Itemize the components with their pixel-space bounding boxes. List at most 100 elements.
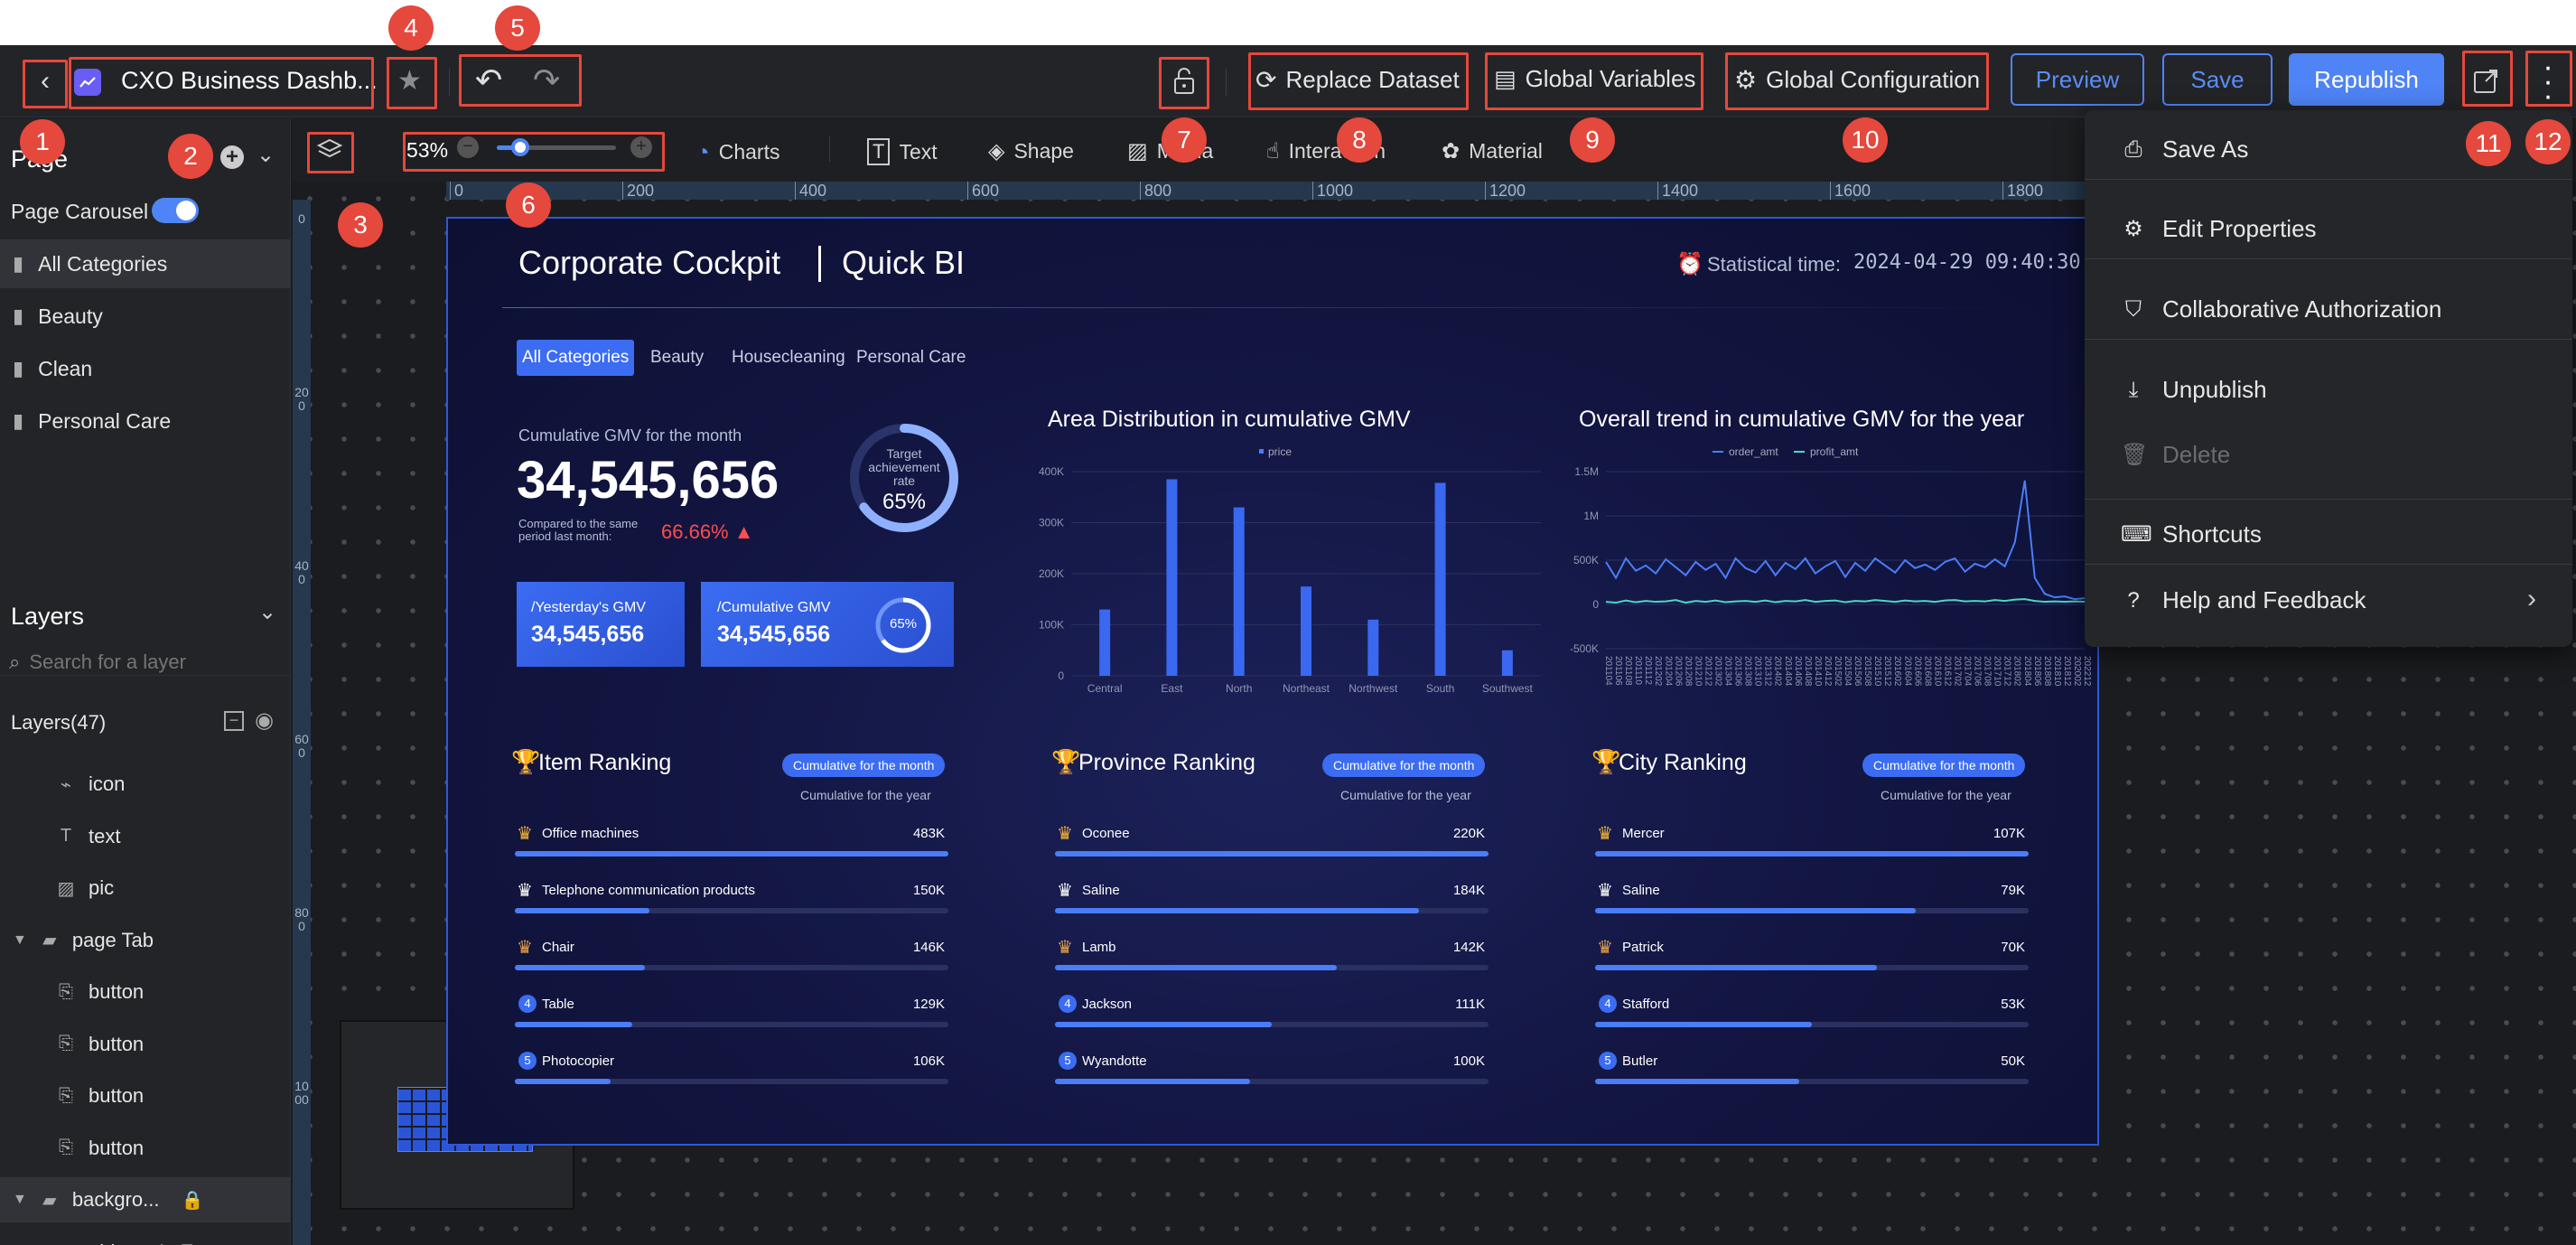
back-icon[interactable]: ‹ [41,66,50,96]
crown-icon: ♛ [1597,824,1613,844]
page-carousel-toggle[interactable] [152,198,199,223]
menu-item-shortcuts[interactable]: ⌨ Shortcuts [2121,520,2262,548]
replace-dataset-icon: ⟳ [1255,66,1277,94]
toolbar-material[interactable]: ✿ Material [1442,139,1543,164]
target-label-1: Target [886,446,922,461]
layer-item[interactable]: ⎘ button [0,1022,291,1067]
zoom-out-icon[interactable]: − [457,136,479,158]
crown-icon: ♛ [1057,881,1073,901]
ranking-tab-year[interactable]: Cumulative for the year [1881,788,2011,802]
x-tick-label: 201404 [1783,656,1793,687]
bar-Northeast [1301,586,1311,676]
undo-icon[interactable]: ↶ [475,61,503,98]
toolbar-shape[interactable]: ◈ Shape [988,139,1074,164]
favorite-star-icon[interactable]: ★ [397,66,422,96]
x-tick-label: North [1226,682,1252,695]
dashboard-title[interactable]: CXO Business Dashb... [121,67,378,94]
dashboard-type-icon [74,69,101,96]
layer-item[interactable]: ⎘ button [0,969,291,1015]
ranking-item-value: 129K [912,997,945,1012]
ruler-tick-label: 200 [622,182,654,200]
rank-number-badge: 4 [518,995,537,1013]
x-tick-label: 202212 [2082,656,2092,687]
layer-item[interactable]: ▨ pic [57,876,115,899]
lock-icon[interactable] [1169,65,1199,98]
toolbar-text[interactable]: T Text [867,138,938,165]
ranking-bar-fill [515,1079,611,1084]
bar-South [1434,482,1446,676]
global-configuration-button[interactable]: ⚙ Global Configuration [1734,66,1981,94]
x-tick-label: 201604 [1902,656,1912,687]
ranking-bar-track [1055,1079,1489,1084]
save-button[interactable]: Save [2162,53,2273,106]
menu-item-edit-properties[interactable]: ⚙ Edit Properties [2121,215,2316,243]
preview-button[interactable]: Preview [2011,53,2144,106]
expand-arrow-icon[interactable]: ▼ [13,1192,27,1207]
trophy-icon: 🏆 [1591,748,1621,775]
ranking-tab-month[interactable]: Cumulative for the month [1322,754,1486,777]
x-tick-label: 201202 [1653,656,1663,687]
zoom-slider-handle[interactable] [511,138,530,156]
menu-item-unpublish[interactable]: ⤓ Unpublish [2121,376,2267,404]
page-item[interactable]: ▮ Clean [13,356,93,380]
eye-icon[interactable]: ◉ [255,708,274,733]
zoom-slider[interactable] [497,138,616,156]
button-icon: ⎘ [59,1034,73,1053]
zoom-in-icon[interactable]: + [630,136,652,158]
ranking-tab-year[interactable]: Cumulative for the year [1340,788,1471,802]
layers-collapse-icon[interactable]: ⌄ [258,600,277,624]
dashboard-canvas[interactable]: Corporate Cockpit Quick BI ⏰ Statistical… [446,217,2099,1146]
layers-section-title: Layers [11,603,85,630]
menu-item-help-and-feedback[interactable]: ? Help and Feedback [2121,586,2366,614]
layer-item[interactable]: ⎘ button [0,1126,291,1171]
more-options-icon[interactable]: · · · [2543,50,2553,113]
ranking-tab-month[interactable]: Cumulative for the month [1862,754,2026,777]
dashboard-tab[interactable]: Housecleaning [732,348,845,367]
page-collapse-icon[interactable]: ⌄ [257,143,275,167]
layer-item[interactable]: ⌁ icon [0,762,291,807]
open-external-icon[interactable] [2468,63,2504,99]
menu-item-save-as[interactable]: ⎙ Save As [2121,136,2248,164]
page-item[interactable]: ▮ All Categories [0,239,291,288]
layer-item[interactable]: ▨object-gLxE [0,1230,291,1245]
layer-item[interactable]: ▼ ▰ backgro... 🔒 [0,1177,291,1222]
x-tick-label: 201504 [1843,656,1853,687]
toolbar-charts[interactable]: ◔ Charts [695,138,780,165]
expand-arrow-icon[interactable]: ▼ [13,931,27,948]
layer-item[interactable]: ▼ ▰ page Tab [13,928,154,951]
republish-button[interactable]: Republish [2289,53,2444,106]
zoom-value: 53% [406,138,449,162]
ranking-tab-month[interactable]: Cumulative for the month [782,754,946,777]
ranking-item-value: 150K [912,883,945,898]
crown-icon: ♛ [1057,824,1073,844]
dashboard-tab[interactable]: All Categories [517,340,635,376]
page-item[interactable]: ▮ Personal Care [13,408,172,433]
layer-search[interactable]: ⌕ [9,646,280,679]
redo-icon[interactable]: ↷ [533,61,561,98]
layer-item[interactable]: ⎘ button [0,1073,291,1119]
x-tick-label: 201208 [1683,656,1693,687]
x-tick-label: 201306 [1733,656,1743,687]
layer-search-input[interactable] [29,651,256,674]
y-tick-label: -500K [1570,642,1599,655]
ranking-bar-fill [1055,851,1489,857]
layer-lock-icon[interactable]: 🔒 [181,1190,204,1211]
global-variables-button[interactable]: ▤ Global Variables [1494,65,1696,92]
collapse-all-icon[interactable]: − [224,711,244,731]
layers-toggle-icon[interactable] [314,135,345,165]
replace-dataset-button[interactable]: ⟳ Replace Dataset [1255,66,1460,94]
ranking-item-name: Telephone communication products [542,883,755,898]
x-tick-label: 201812 [2062,656,2072,687]
text-icon: T [867,138,891,165]
menu-item-collaborative-authorization[interactable]: ⛉ Collaborative Authorization [2121,295,2441,323]
ranking-bar-fill [1055,1022,1272,1027]
palette-icon: ✿ [1442,139,1461,164]
dashboard-tab[interactable]: Beauty [650,348,705,367]
dashboard-tab[interactable]: Personal Care [856,348,966,367]
annotation-badge-12: 12 [2525,119,2571,164]
ranking-tab-year[interactable]: Cumulative for the year [800,788,931,802]
ranking-bar-fill [1055,1079,1250,1084]
add-page-icon[interactable]: + [220,145,244,169]
page-item[interactable]: ▮ Beauty [13,304,103,328]
